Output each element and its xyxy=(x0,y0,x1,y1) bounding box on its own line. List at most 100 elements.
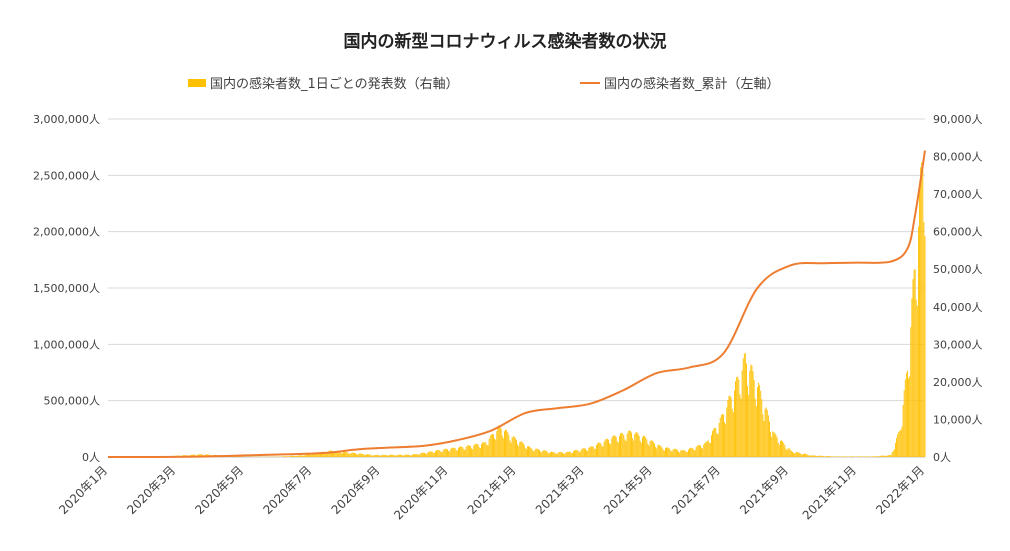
daily-bar xyxy=(381,455,382,457)
daily-bar xyxy=(746,364,747,457)
daily-bar xyxy=(290,456,291,457)
daily-bar xyxy=(683,450,684,457)
daily-bar xyxy=(733,412,734,457)
daily-bar xyxy=(793,453,794,457)
left-axis-tick-label: 1,500,000人 xyxy=(33,282,100,295)
daily-bar xyxy=(695,450,696,457)
daily-bar xyxy=(908,378,909,457)
daily-bar xyxy=(811,455,812,457)
daily-bar xyxy=(555,453,556,457)
daily-bar xyxy=(778,443,779,457)
daily-bar xyxy=(426,454,427,457)
daily-bar xyxy=(577,450,578,457)
daily-bar xyxy=(501,429,502,457)
daily-bar xyxy=(385,455,386,457)
daily-bar xyxy=(719,423,720,457)
daily-bar xyxy=(330,450,331,457)
daily-bar xyxy=(310,455,311,457)
daily-bar xyxy=(514,437,515,457)
daily-bar xyxy=(478,445,479,457)
daily-bar xyxy=(388,456,389,457)
daily-bar xyxy=(430,451,431,457)
daily-bar xyxy=(448,451,449,457)
daily-bar xyxy=(341,453,342,457)
daily-bar xyxy=(482,443,483,457)
daily-bar xyxy=(470,446,471,457)
daily-bar xyxy=(409,455,410,457)
daily-bar xyxy=(525,448,526,457)
daily-bar xyxy=(837,456,838,457)
daily-bar xyxy=(742,370,743,457)
daily-bar xyxy=(376,455,377,457)
daily-bar xyxy=(570,452,571,457)
daily-bar xyxy=(652,441,653,457)
daily-bar xyxy=(550,452,551,457)
daily-bar xyxy=(365,455,366,457)
daily-bar xyxy=(684,451,685,457)
daily-bar xyxy=(882,456,883,457)
daily-bar xyxy=(818,456,819,457)
daily-bar xyxy=(921,162,922,457)
right-axis-tick-label: 60,000人 xyxy=(933,226,983,239)
daily-bar xyxy=(286,456,287,457)
daily-bar xyxy=(454,448,455,457)
right-axis-tick-label: 40,000人 xyxy=(933,301,983,314)
daily-bar xyxy=(925,236,926,457)
daily-bar xyxy=(702,449,703,457)
daily-bar xyxy=(612,436,613,457)
daily-bar xyxy=(721,415,722,457)
daily-bar xyxy=(633,441,634,457)
daily-bar xyxy=(363,454,364,457)
daily-bar xyxy=(879,456,880,457)
daily-bar xyxy=(647,444,648,457)
daily-bar xyxy=(382,455,383,457)
daily-bar xyxy=(390,455,391,457)
daily-bar xyxy=(515,438,516,457)
daily-bar xyxy=(675,449,676,457)
daily-bar xyxy=(698,445,699,457)
daily-bar xyxy=(646,439,647,457)
daily-bar xyxy=(650,441,651,457)
daily-bar xyxy=(609,443,610,457)
x-axis-tick-label: 2020年11月 xyxy=(391,463,450,522)
daily-bar xyxy=(639,436,640,457)
daily-bar xyxy=(532,451,533,457)
daily-bar xyxy=(451,448,452,457)
daily-bar xyxy=(445,449,446,457)
daily-bar xyxy=(354,453,355,457)
daily-bar xyxy=(344,452,345,457)
daily-bar xyxy=(789,448,790,457)
daily-bar xyxy=(686,452,687,457)
daily-bar xyxy=(739,394,740,457)
daily-bar xyxy=(595,449,596,457)
daily-bar xyxy=(466,447,467,457)
daily-bar xyxy=(868,456,869,457)
daily-bar xyxy=(371,455,372,457)
daily-bar xyxy=(621,433,622,457)
daily-bar xyxy=(743,358,744,457)
daily-bar xyxy=(725,424,726,457)
daily-bar xyxy=(479,447,480,457)
daily-bar xyxy=(594,449,595,457)
daily-bar xyxy=(397,455,398,457)
daily-bar xyxy=(500,425,501,457)
x-axis-tick-label: 2020年5月 xyxy=(192,463,246,517)
daily-bar xyxy=(526,449,527,457)
daily-bar xyxy=(888,455,889,457)
daily-bar xyxy=(575,450,576,457)
daily-bar xyxy=(424,453,425,457)
daily-bar xyxy=(471,448,472,457)
daily-bar xyxy=(618,443,619,457)
daily-bar xyxy=(673,449,674,457)
daily-bar xyxy=(472,449,473,457)
daily-bar xyxy=(288,456,289,457)
daily-bar xyxy=(384,455,385,457)
daily-bar xyxy=(348,454,349,457)
daily-bar xyxy=(504,431,505,457)
daily-bar xyxy=(726,407,727,457)
daily-bar xyxy=(745,354,746,457)
daily-bar xyxy=(750,365,751,457)
daily-bar xyxy=(587,451,588,457)
daily-bar xyxy=(635,432,636,457)
